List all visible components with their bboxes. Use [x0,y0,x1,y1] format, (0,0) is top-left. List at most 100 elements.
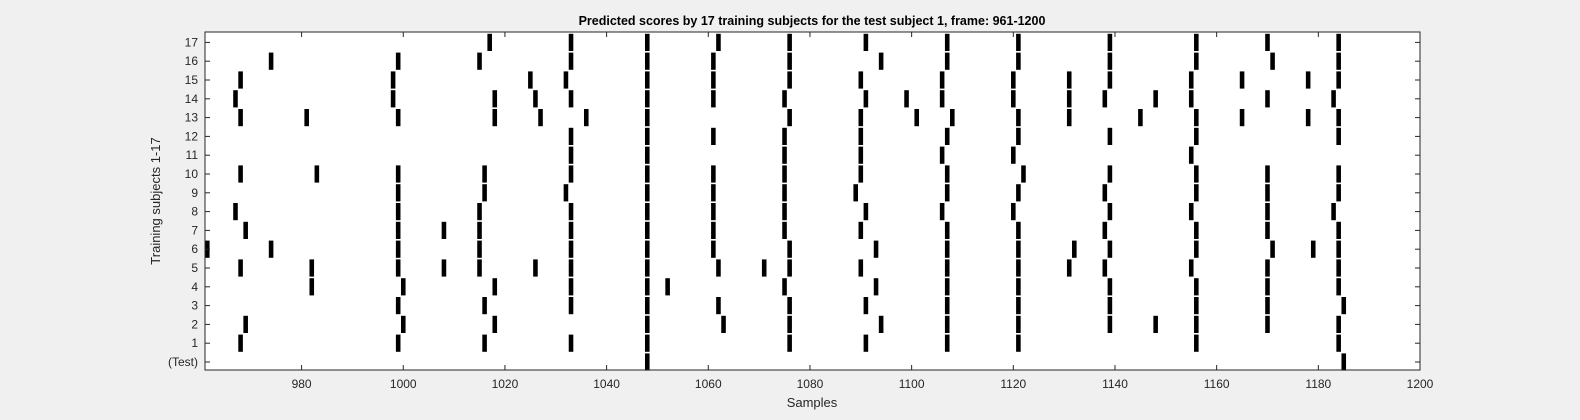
score-mark [1265,33,1270,51]
marks-layer [205,33,1347,371]
score-mark [1265,184,1270,202]
score-mark [644,127,650,145]
y-tick-label: 14 [185,92,199,106]
axes-frame [204,31,1421,371]
plot-area [205,32,1420,370]
x-tick-label: 1080 [797,377,824,391]
score-mark [568,146,574,164]
score-mark [644,71,650,89]
score-mark [1270,240,1275,258]
score-mark [950,109,955,127]
score-mark [1066,259,1072,277]
score-mark [944,297,950,315]
score-mark [665,278,670,296]
score-mark [1102,259,1108,277]
score-mark [644,146,650,164]
score-mark [1107,240,1113,258]
score-mark [568,203,574,221]
score-mark [1341,353,1347,371]
score-mark [914,109,920,127]
score-mark [533,90,538,108]
score-mark [1194,52,1199,70]
score-mark [1265,315,1270,333]
score-mark [644,278,650,296]
score-mark [1066,71,1072,89]
score-mark [538,109,543,127]
score-mark [858,165,864,183]
score-mark [1188,203,1194,221]
score-mark [716,297,721,315]
score-mark [939,146,945,164]
score-mark [1194,221,1199,239]
x-tick-label: 1140 [1102,377,1128,391]
score-mark [1188,90,1194,108]
score-mark [395,240,401,258]
score-mark [858,109,864,127]
score-mark [492,90,498,108]
score-mark [644,165,650,183]
score-mark [944,334,950,352]
score-mark [492,278,498,296]
score-mark [787,71,792,89]
score-mark [716,33,721,51]
score-mark [1107,278,1113,296]
score-mark [1270,52,1275,70]
score-mark [1016,52,1021,70]
x-tick-label: 1160 [1204,377,1230,391]
score-mark [487,33,492,51]
score-mark [441,221,447,239]
score-mark [1310,240,1316,258]
score-mark [528,71,533,89]
score-mark [873,278,879,296]
score-mark [1016,33,1021,51]
score-mark [395,203,401,221]
score-mark [400,278,406,296]
score-mark [1011,90,1016,108]
score-mark [1265,297,1270,315]
y-tick-label: 11 [186,148,199,162]
score-mark [944,52,950,70]
score-mark [1107,297,1113,315]
score-mark [1107,33,1113,51]
score-mark [395,109,401,127]
score-mark [441,259,447,277]
score-mark [395,297,401,315]
score-mark [858,146,864,164]
y-axis-label: Training subjects 1-17 [148,137,163,264]
score-mark [1194,165,1199,183]
score-mark [1016,240,1021,258]
score-mark [1194,278,1199,296]
x-tick-label: 1180 [1305,377,1331,391]
y-tick-label: 5 [191,261,198,275]
score-mark [568,259,574,277]
score-mark [1188,71,1194,89]
chart-title: Predicted scores by 17 training subjects… [579,14,1046,28]
score-mark [395,184,401,202]
score-mark [1153,90,1158,108]
score-mark [400,315,406,333]
score-mark [1336,127,1341,145]
score-mark [1016,297,1021,315]
score-mark [568,33,574,51]
score-mark [711,71,716,89]
score-mark [787,334,792,352]
score-mark [939,90,945,108]
score-mark [568,221,574,239]
score-mark [904,90,909,108]
score-mark [568,127,574,145]
score-mark [568,52,574,70]
x-tick-label: 980 [292,377,312,391]
score-mark [1138,109,1143,127]
score-mark [1011,146,1016,164]
score-mark [644,90,650,108]
score-mark [1194,184,1199,202]
score-mark [1016,278,1021,296]
score-mark [1239,109,1245,127]
y-tick-label: 2 [191,317,198,331]
score-mark [944,278,950,296]
score-mark [1194,33,1199,51]
score-mark [711,221,716,239]
score-mark [1305,71,1311,89]
